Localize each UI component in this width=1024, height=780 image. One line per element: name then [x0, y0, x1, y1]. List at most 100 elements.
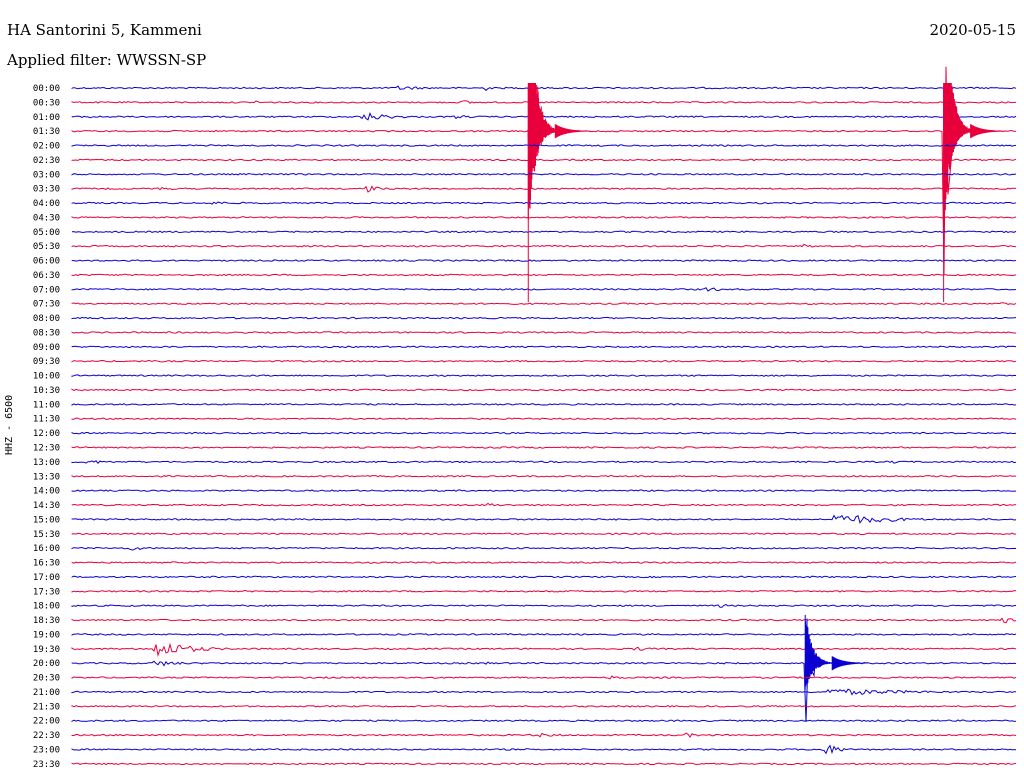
trace-row — [71, 502, 1017, 507]
row-time-label: 17:00 — [33, 573, 60, 583]
trace-row — [71, 762, 1017, 766]
trace-row — [71, 604, 1017, 608]
row-time-label: 19:30 — [33, 645, 60, 655]
trace-row — [71, 688, 1016, 696]
row-time-label: 22:00 — [33, 717, 60, 727]
row-time-label: 10:00 — [33, 372, 60, 382]
row-time-label: 04:30 — [33, 213, 60, 223]
row-time-label: 14:00 — [33, 487, 60, 497]
row-time-label: 13:00 — [33, 458, 60, 468]
trace-row — [71, 575, 1017, 579]
trace-row — [71, 259, 1017, 262]
event-coda — [831, 656, 869, 671]
row-time-label: 04:00 — [33, 199, 60, 209]
event-coda — [554, 124, 592, 139]
trace-row — [71, 675, 1017, 680]
row-time-label: 12:30 — [33, 444, 60, 454]
trace-row — [71, 216, 1017, 219]
filter-label: Applied filter: WWSSN-SP — [7, 51, 207, 69]
row-time-label: 17:30 — [33, 587, 60, 597]
trace-row — [71, 744, 1017, 755]
row-time-label: 02:00 — [33, 142, 60, 152]
row-time-label: 06:30 — [33, 271, 60, 281]
row-time-label: 03:30 — [33, 185, 60, 195]
trace-row — [71, 489, 1016, 492]
row-time-label: 19:00 — [33, 630, 60, 640]
trace-row — [71, 85, 1017, 92]
trace-row — [71, 100, 1017, 104]
trace-row — [71, 331, 1016, 334]
row-time-label: 21:00 — [33, 688, 60, 698]
trace-row — [71, 243, 1016, 248]
row-time-label: 09:00 — [33, 343, 60, 353]
trace-row — [71, 388, 1017, 392]
row-time-label: 18:00 — [33, 602, 60, 612]
trace-row — [71, 633, 1017, 636]
row-time-label: 07:30 — [33, 300, 60, 310]
row-time-label: 15:00 — [33, 515, 60, 525]
station-title: HA Santorini 5, Kammeni — [7, 21, 202, 39]
trace-row — [71, 144, 1017, 147]
row-time-label: 05:00 — [33, 228, 60, 238]
trace-row — [71, 345, 1017, 349]
row-time-label: 11:30 — [33, 415, 60, 425]
row-time-label: 16:30 — [33, 559, 60, 569]
row-time-label: 06:00 — [33, 257, 60, 267]
trace-row — [71, 201, 1017, 205]
trace-row — [71, 403, 1017, 406]
row-time-label: 01:00 — [33, 113, 60, 123]
trace-row — [71, 112, 1017, 121]
row-time-label: 16:00 — [33, 544, 60, 554]
row-time-label: 20:00 — [33, 659, 60, 669]
row-time-label: 08:30 — [33, 328, 60, 338]
trace-row — [71, 446, 1017, 449]
row-time-label: 15:30 — [33, 530, 60, 540]
row-time-label: 21:30 — [33, 702, 60, 712]
trace-row — [71, 561, 1017, 564]
row-time-label: 02:30 — [33, 156, 60, 166]
trace-row — [71, 514, 1017, 524]
event-coda — [970, 124, 1007, 139]
trace-row — [71, 287, 1017, 292]
trace-row — [71, 173, 1017, 176]
trace-row — [71, 66, 1017, 275]
trace-row — [71, 652, 1017, 723]
trace-row — [71, 719, 1017, 723]
row-time-label: 01:30 — [33, 127, 60, 137]
earthquake-event — [804, 614, 833, 690]
row-time-label: 10:30 — [33, 386, 60, 396]
trace-row — [71, 302, 1017, 305]
trace-row — [71, 546, 1017, 551]
trace-row — [71, 617, 1017, 624]
date-label: 2020-05-15 — [929, 21, 1016, 39]
trace-row — [71, 732, 1017, 738]
trace-row — [71, 431, 1017, 435]
trace-row — [71, 642, 1017, 658]
trace-row — [71, 460, 1017, 464]
row-time-label: 23:30 — [33, 760, 60, 770]
row-time-label: 12:00 — [33, 429, 60, 439]
row-time-label: 09:30 — [33, 357, 60, 367]
trace-row — [71, 185, 1017, 193]
row-time-label: 22:30 — [33, 731, 60, 741]
trace-row — [71, 474, 1016, 478]
trace-row — [71, 316, 1017, 320]
row-time-label: 14:30 — [33, 501, 60, 511]
earthquake-event — [527, 83, 556, 220]
trace-row — [71, 590, 1017, 593]
trace-row — [71, 359, 1017, 363]
trace-row — [71, 273, 1017, 277]
row-time-label: 07:00 — [33, 285, 60, 295]
row-time-label: 11:00 — [33, 400, 60, 410]
row-time-label: 00:30 — [33, 98, 60, 108]
trace-row — [71, 704, 1017, 708]
row-time-label: 03:00 — [33, 170, 60, 180]
row-time-label: 00:00 — [33, 84, 60, 94]
trace-row — [71, 374, 1017, 377]
row-time-label: 20:30 — [33, 674, 60, 684]
row-time-label: 05:30 — [33, 242, 60, 252]
row-time-label: 23:00 — [33, 745, 60, 755]
row-time-label: 18:30 — [33, 616, 60, 626]
trace-row — [71, 417, 1017, 420]
